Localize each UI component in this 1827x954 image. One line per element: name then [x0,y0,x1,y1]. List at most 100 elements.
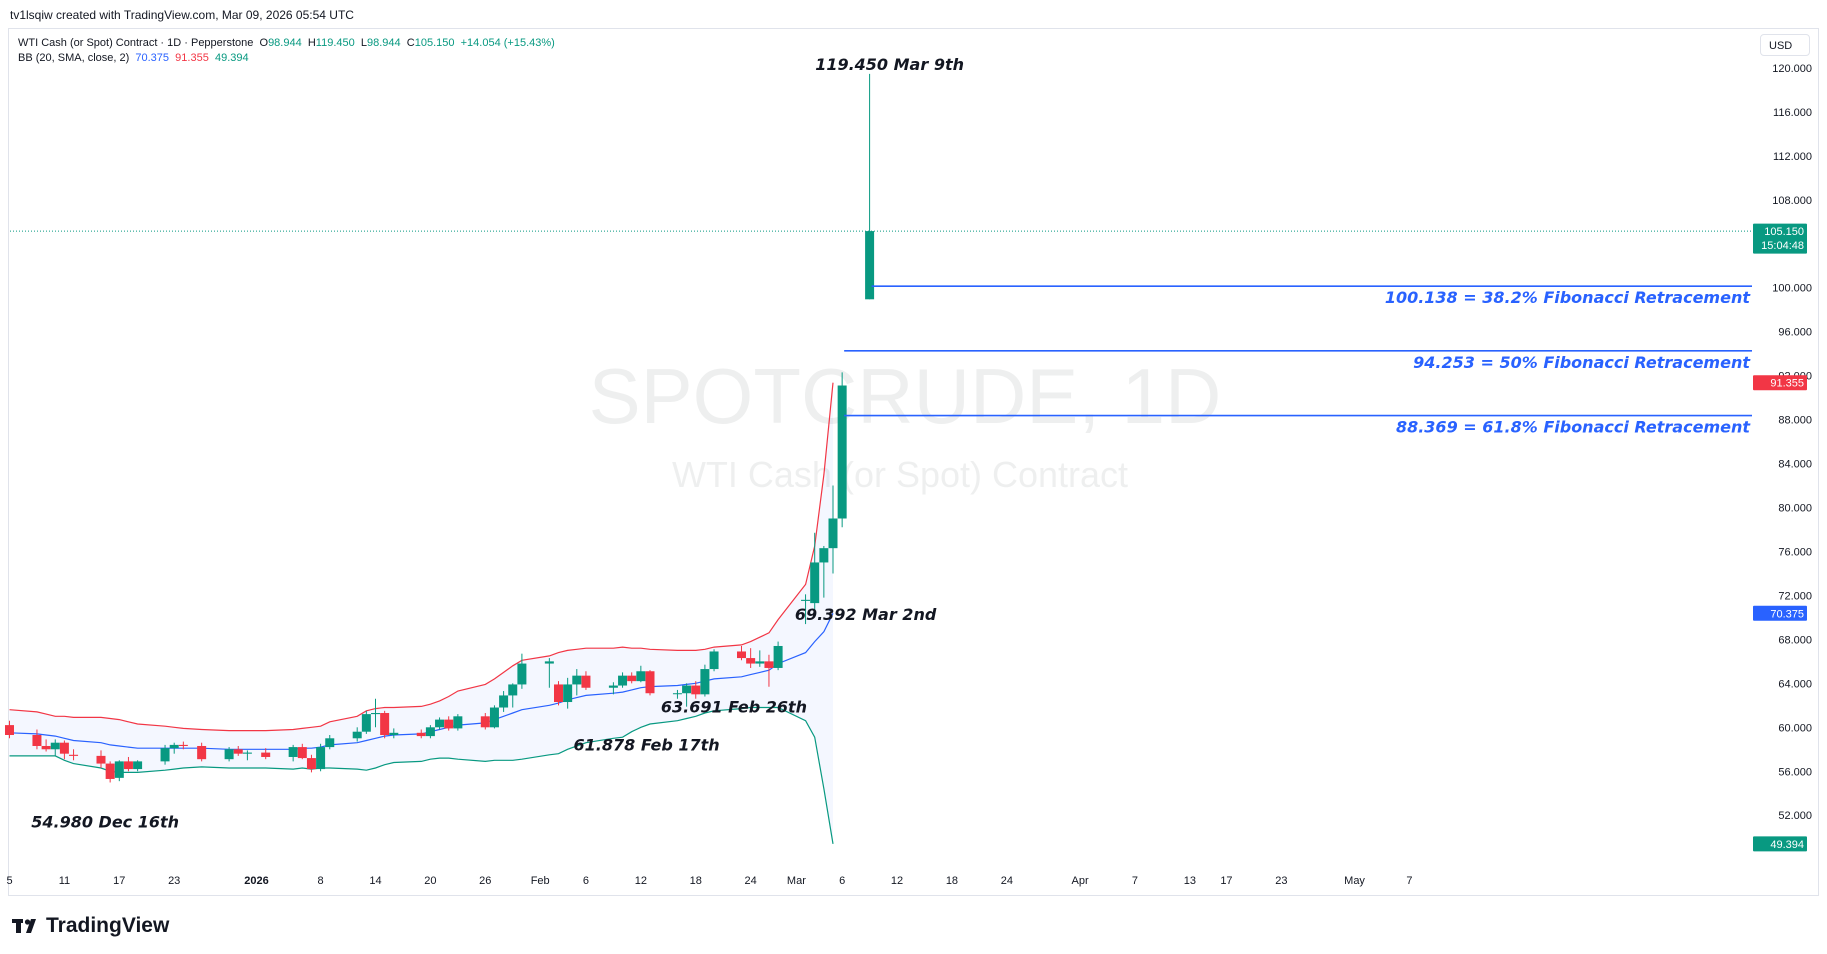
last-price-badge: 105.150 15:04:48 [1753,223,1807,254]
candle-body [435,719,445,728]
badge-bb_basis-value: 70.375 [1770,608,1804,620]
legend-bb-lower: 49.394 [214,52,249,64]
time-axis-tick: 12 [891,875,903,887]
time-axis-tick: 17 [1220,875,1232,887]
price-axis-tick: 72.000 [1778,590,1812,602]
legend-bb-label[interactable]: BB (20, SMA, close, 2) [18,52,130,64]
candle-body [627,675,637,682]
time-axis-tick: 24 [1001,875,1013,887]
candle-body [425,727,435,737]
candle [288,744,298,762]
price-annotation: 119.450 Mar 9th [815,55,964,74]
candle-body [581,675,591,688]
time-axis-tick: 23 [1275,875,1287,887]
candle [197,742,207,762]
price-annotation: 63.691 Feb 26th [661,698,807,717]
legend-open-label: O [259,37,269,49]
candle-body [380,713,390,735]
candle-body [544,661,554,664]
candle-body [316,747,326,770]
time-axis-tick: 7 [1132,875,1138,887]
candle [746,648,756,668]
candle [801,594,811,625]
time-axis-tick: 12 [635,875,647,887]
watermark-symbol: SPOTCRUDE, 1D [589,352,1222,440]
time-axis-tick: 18 [946,875,958,887]
candle [581,671,591,690]
time-axis-tick: 20 [424,875,436,887]
currency-button[interactable]: USD [1760,34,1810,56]
time-axis-tick: 13 [1184,875,1196,887]
candle-body [371,713,380,715]
candle-body [297,747,307,759]
badge-bb_upper: 91.355 [1753,375,1807,391]
price-axis-tick: 108.000 [1772,195,1812,207]
candle-body [288,747,298,757]
candle [544,658,554,688]
candle-body [69,754,79,756]
legend-low-label: L [360,37,367,49]
candle [41,739,51,752]
candle-body [261,752,271,757]
candle [242,750,252,761]
price-axis-tick: 60.000 [1778,722,1812,734]
bollinger-upper-line [9,382,834,732]
price-axis-tick: 96.000 [1778,327,1812,339]
candle-body [746,658,756,664]
last-price-badge-value: 105.150 [1764,226,1804,238]
candle [5,720,14,739]
candle-body [828,518,838,549]
candle [508,683,518,708]
candle-body [242,752,252,754]
candle [123,756,133,772]
candle [105,761,115,783]
candle [133,760,143,772]
candle-body [810,562,820,604]
candle [489,705,499,729]
tradingview-logo[interactable]: TradingView [12,914,169,938]
candle [709,649,719,672]
price-annotation: 69.392 Mar 2nd [795,605,937,624]
candle-body [5,725,14,735]
candle [59,740,69,760]
watermark: SPOTCRUDE, 1D WTI Cash (or Spot) Contract [589,352,1222,495]
time-axis-tick: Mar [787,875,806,887]
legend-symbol[interactable]: WTI Cash (or Spot) Contract · 1D · Peppe… [18,37,254,49]
candle [810,532,820,611]
candle-body [233,749,243,754]
badge-bb_upper-bg [1753,375,1807,391]
legend-bb-row[interactable]: BB (20, SMA, close, 2) 70.375 91.355 49.… [18,51,555,66]
legend: WTI Cash (or Spot) Contract · 1D · Peppe… [18,36,555,66]
badge-bb_basis: 70.375 [1753,605,1807,621]
badge-bb_lower-value: 49.394 [1770,839,1804,851]
candle [682,683,692,707]
candle-body [325,738,335,748]
candle [178,741,188,750]
price-axis-tick: 52.000 [1778,810,1812,822]
candle-body [691,685,701,695]
candle-body [389,732,399,735]
time-axis-tick: 5 [6,875,12,887]
candle-body [773,645,783,668]
candle-body [819,548,829,563]
badge-bb_basis-bg [1753,605,1807,621]
fibonacci-label: 88.369 = 61.8% Fibonacci Retracement [1396,418,1751,437]
candle [69,749,79,761]
legend-ohlc-row[interactable]: WTI Cash (or Spot) Contract · 1D · Peppe… [18,36,555,51]
candle-body [737,651,746,659]
candle [563,677,573,709]
candle [691,681,701,699]
legend-change-value: +14.054 (+15.43%) [460,37,555,49]
candle-body [50,742,60,750]
candle [499,691,509,712]
time-axis-tick: Apr [1071,875,1088,887]
candle-body [306,758,316,770]
candle-body [96,755,106,764]
price-axis: 52.000 56.000 60.000 64.000 68.000 72.000 76.0… [1772,63,1812,822]
chart-credit: tv1lsqiw created with TradingView.com, M… [10,8,354,22]
legend-low-value: 98.944 [367,37,401,49]
time-axis: 5 11 17 23 2026 8 14 20 26 Feb 6 12 18 24 Mar 6 12 18 24 Ap… [6,875,1412,887]
fibonacci-label: 100.138 = 38.2% Fibonacci Retracement [1385,288,1752,307]
candle-body [801,599,811,601]
